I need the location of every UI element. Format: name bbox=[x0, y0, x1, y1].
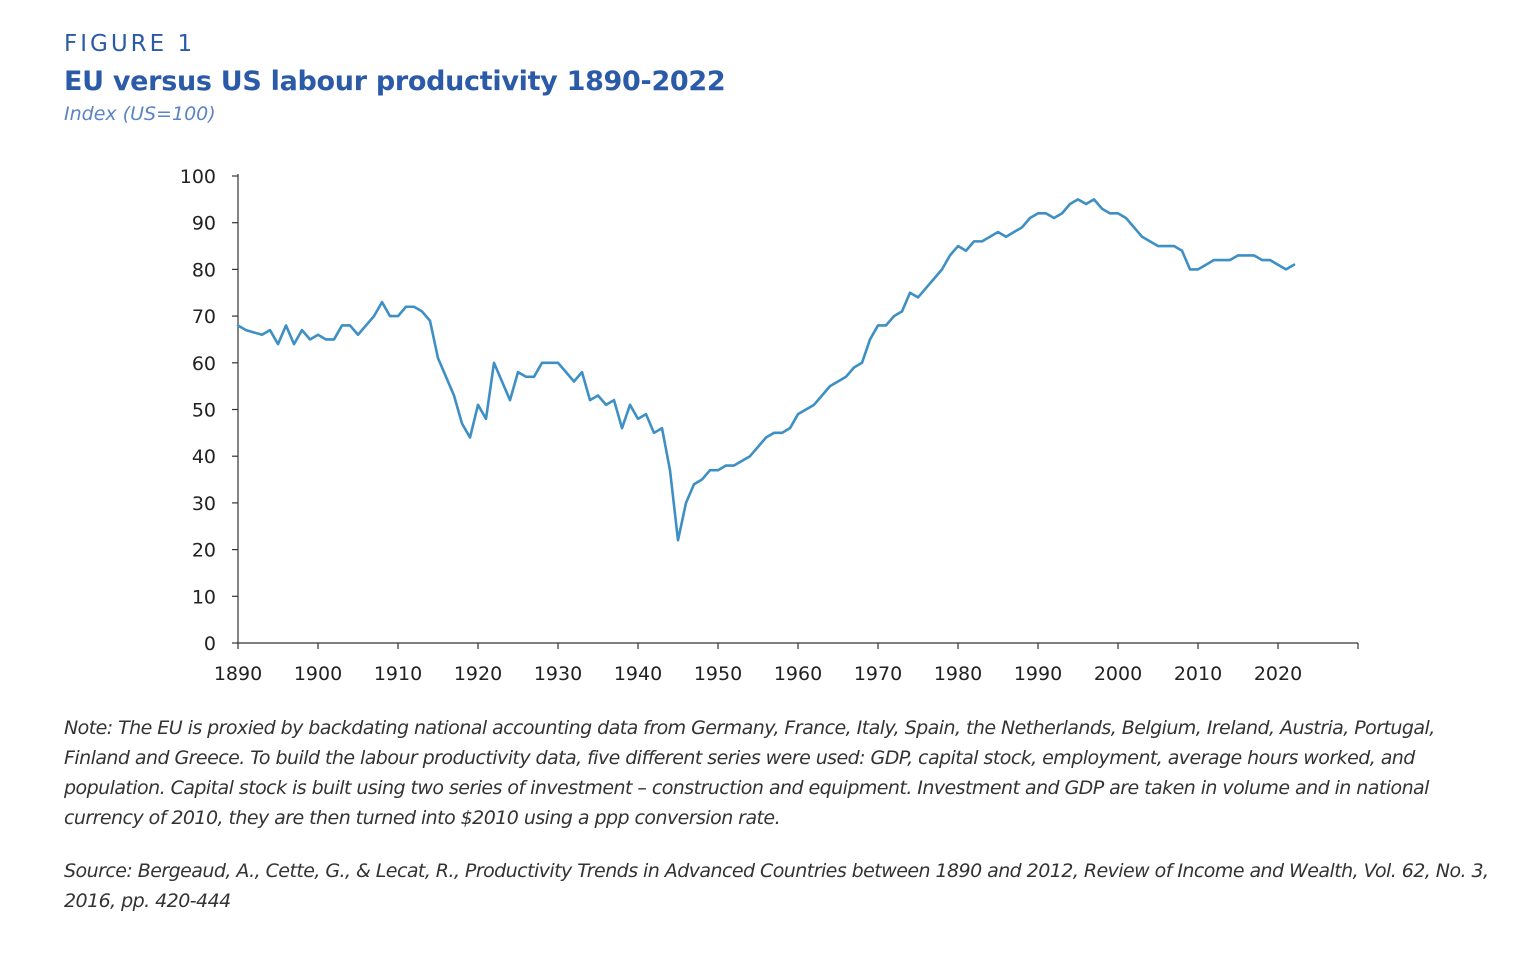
y-tick-label: 0 bbox=[204, 633, 216, 655]
chart-svg: 0 10 20 30 40 50 60 70 80 90 100 1890 1900 1910 1920 19… bbox=[180, 166, 1359, 685]
y-tick-label: 40 bbox=[192, 446, 216, 468]
chart-title: EU versus US labour productivity 1890-20… bbox=[64, 66, 726, 97]
y-tick-label: 10 bbox=[192, 586, 216, 608]
y-tick-label: 20 bbox=[192, 540, 216, 562]
x-tick-label: 1970 bbox=[854, 663, 902, 685]
y-tick-label: 90 bbox=[192, 213, 216, 235]
x-tick-label: 2020 bbox=[1254, 663, 1302, 685]
y-tick-label: 60 bbox=[192, 353, 216, 375]
x-tick-label: 1900 bbox=[294, 663, 342, 685]
x-tick-label: 1960 bbox=[774, 663, 822, 685]
x-tick-label: 1920 bbox=[454, 663, 502, 685]
chart-source: Source: Bergeaud, A., Cette, G., & Lecat… bbox=[64, 860, 1489, 912]
figure-label: FIGURE 1 bbox=[64, 31, 196, 57]
x-tick-label: 2000 bbox=[1094, 663, 1142, 685]
chart-note: Note: The EU is proxied by backdating na… bbox=[64, 717, 1435, 829]
x-tick-label: 1990 bbox=[1014, 663, 1062, 685]
line-chart: 0 10 20 30 40 50 60 70 80 90 100 1890 1900 1910 1920 19… bbox=[0, 150, 1532, 710]
y-tick-label: 50 bbox=[192, 400, 216, 422]
x-tick-label: 2010 bbox=[1174, 663, 1222, 685]
x-tick-label: 1980 bbox=[934, 663, 982, 685]
y-tick-label: 100 bbox=[180, 166, 216, 188]
y-tick-label: 30 bbox=[192, 493, 216, 515]
y-tick-label: 70 bbox=[192, 306, 216, 328]
x-tick-label: 1890 bbox=[214, 663, 262, 685]
series-line bbox=[236, 198, 1296, 542]
x-tick-label: 1930 bbox=[534, 663, 582, 685]
x-tick-label: 1950 bbox=[694, 663, 742, 685]
chart-subtitle: Index (US=100) bbox=[64, 103, 216, 125]
x-tick-label: 1940 bbox=[614, 663, 662, 685]
x-tick-label: 1910 bbox=[374, 663, 422, 685]
y-tick-label: 80 bbox=[192, 259, 216, 281]
